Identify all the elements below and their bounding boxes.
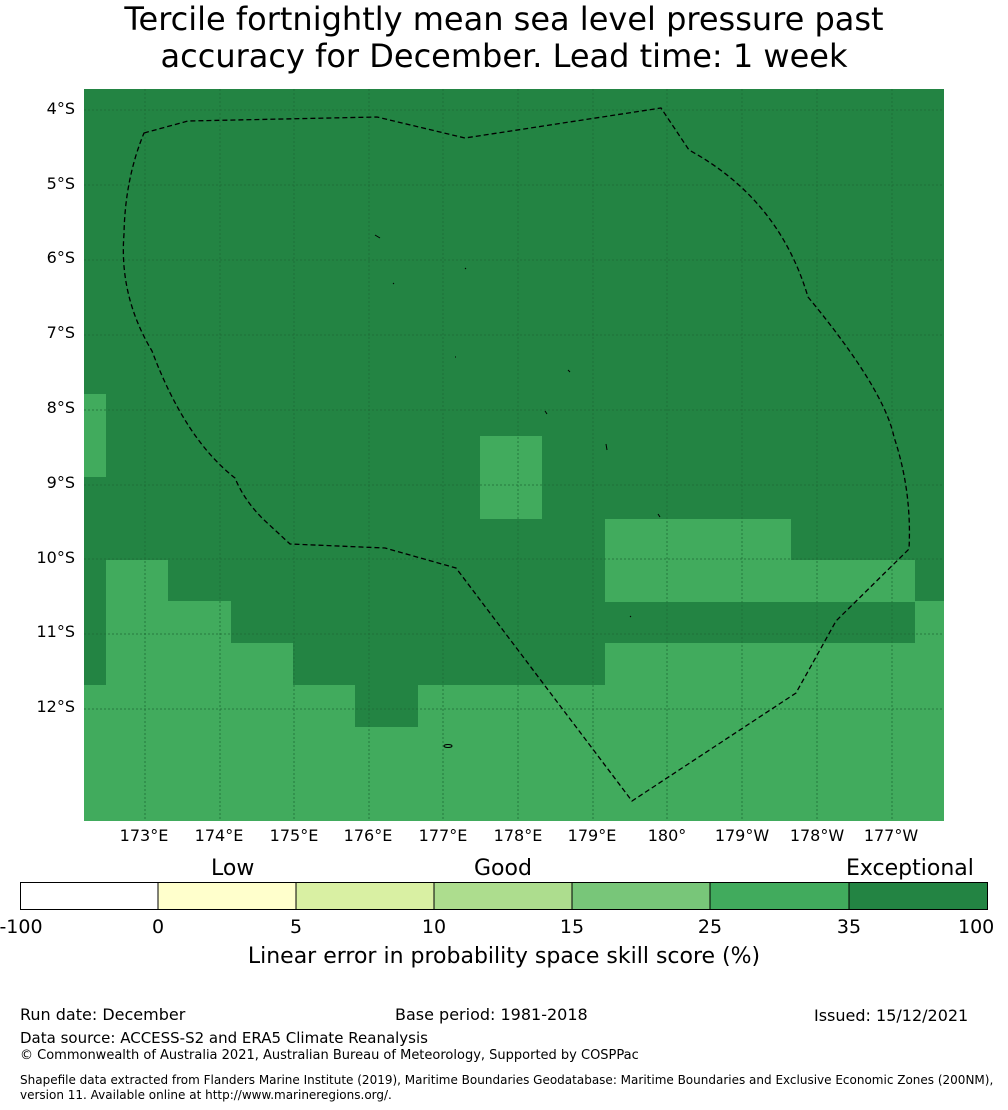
colorbar-tick: 15 <box>559 916 585 938</box>
colorbar-tick: 0 <box>151 916 165 938</box>
colorbar-segment <box>158 882 296 910</box>
shapefile-credit-line1: Shapefile data extracted from Flanders M… <box>20 1073 994 1087</box>
lat-label: 6°S <box>46 248 75 267</box>
lon-label: 178°W <box>789 826 845 845</box>
skill-score-map <box>84 89 944 821</box>
category-low: Low <box>211 856 255 881</box>
colorbar-segment <box>572 882 710 910</box>
lat-label: 10°S <box>36 548 75 567</box>
run-date: Run date: December <box>20 1005 186 1024</box>
islands <box>374 234 661 748</box>
lat-label: 7°S <box>46 323 75 342</box>
copyright: © Commonwealth of Australia 2021, Austra… <box>20 1048 639 1063</box>
colorbar-tick: 10 <box>421 916 447 938</box>
very-good-cells <box>84 394 944 821</box>
colorbar-segment <box>20 882 158 910</box>
lon-label: 174°E <box>194 826 244 845</box>
eez-boundary <box>122 107 911 802</box>
map-title-line1: Tercile fortnightly mean sea level press… <box>124 0 884 38</box>
lon-label: 179°W <box>714 826 770 845</box>
colorbar-segment <box>296 882 434 910</box>
colorbar-segment <box>710 882 849 910</box>
lon-label: 173°E <box>119 826 169 845</box>
base-period: Base period: 1981-2018 <box>395 1005 588 1024</box>
lon-label: 180° <box>647 826 687 845</box>
colorbar-segment <box>434 882 572 910</box>
category-exceptional: Exceptional <box>846 856 974 881</box>
category-good: Good <box>474 856 532 881</box>
colorbar <box>20 882 988 910</box>
exceptional-cells <box>84 560 418 727</box>
lon-label: 175°E <box>269 826 319 845</box>
lon-label: 177°E <box>418 826 468 845</box>
lat-label: 9°S <box>46 473 75 492</box>
lon-label: 178°E <box>493 826 543 845</box>
colorbar-tick: 5 <box>289 916 303 938</box>
colorbar-tick: 100 <box>958 916 995 938</box>
colorbar-segment <box>849 882 988 910</box>
lon-label: 176°E <box>343 826 393 845</box>
lat-label: 11°S <box>36 622 75 641</box>
colorbar-label: Linear error in probability space skill … <box>247 944 761 969</box>
lat-label: 12°S <box>36 697 75 716</box>
lon-label: 179°E <box>567 826 617 845</box>
lat-label: 5°S <box>46 174 75 193</box>
lat-label: 4°S <box>46 99 75 118</box>
graticule <box>84 89 944 821</box>
colorbar-tick: -100 <box>0 916 43 938</box>
colorbar-tick: 25 <box>697 916 723 938</box>
lon-label: 177°W <box>863 826 919 845</box>
data-source: Data source: ACCESS-S2 and ERA5 Climate … <box>20 1029 428 1047</box>
colorbar-tick: 35 <box>836 916 862 938</box>
issued-date: Issued: 15/12/2021 <box>814 1006 969 1025</box>
lat-label: 8°S <box>46 398 75 417</box>
shapefile-credit-line2: version 11. Available online at http://w… <box>20 1088 392 1102</box>
map-title-line2: accuracy for December. Lead time: 1 week <box>160 37 848 75</box>
